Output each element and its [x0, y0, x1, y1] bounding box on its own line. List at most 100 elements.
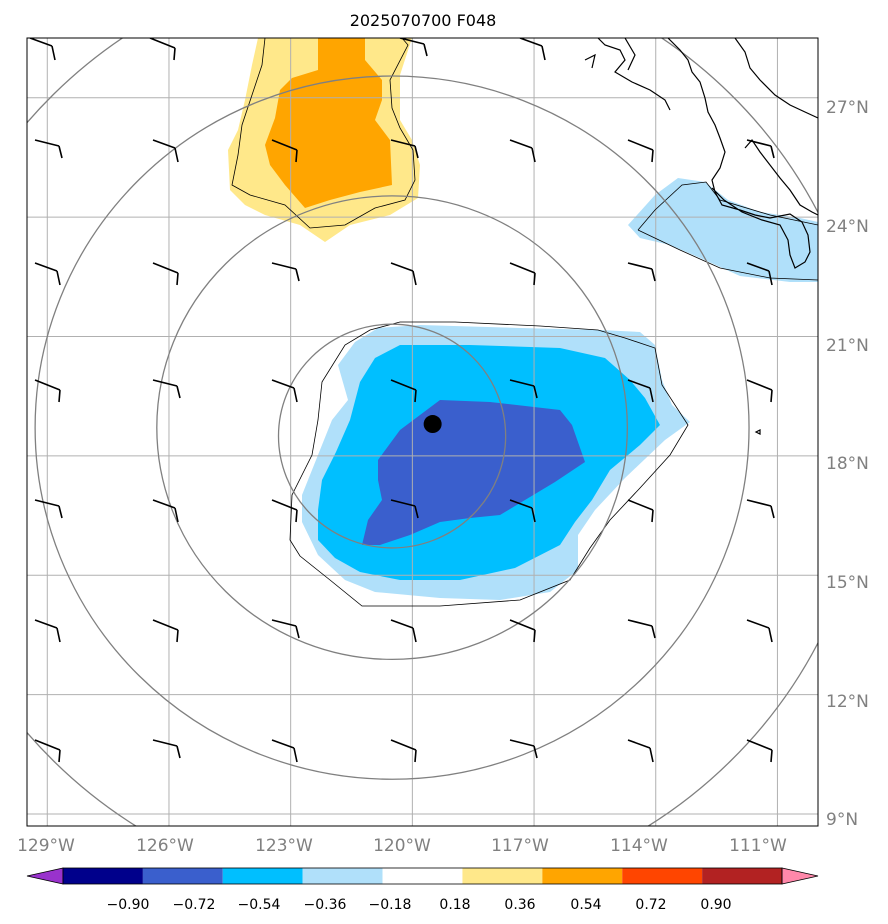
wind-barb	[509, 739, 538, 759]
colorbar-segment	[63, 868, 143, 884]
colorbar-label: −0.54	[238, 897, 281, 913]
colorbar-label: 0.36	[504, 897, 535, 913]
wind-barb	[271, 739, 298, 763]
mainland-mexico-coast	[734, 38, 818, 216]
contour-line-north	[231, 38, 416, 229]
wind-barb	[271, 139, 298, 163]
wind-barb	[390, 739, 417, 763]
colorbar	[26, 867, 819, 885]
wind-barb	[746, 739, 773, 763]
lat-label-12: 12°N	[826, 692, 869, 712]
wind-barb	[271, 379, 298, 403]
lat-label-9: 9°N	[826, 810, 858, 830]
range-ring	[277, 323, 507, 549]
wind-barb	[152, 619, 179, 643]
wind-barb	[390, 139, 419, 159]
positive-anomaly-shading	[228, 38, 420, 242]
lat-label-24: 24°N	[826, 217, 869, 237]
colorbar-segment	[702, 868, 782, 884]
lon-label-123w: 123°W	[255, 836, 313, 856]
figure-title: 2025070700 F048	[350, 11, 497, 30]
latitude-labels: 27°N 24°N 21°N 18°N 15°N 12°N 9°N	[826, 98, 869, 830]
colorbar-segment	[142, 868, 223, 884]
wind-barb	[271, 262, 300, 282]
wind-barb	[509, 619, 536, 643]
coastal-edge-a	[624, 38, 636, 71]
map-plot-area	[27, 38, 818, 826]
wind-barbs	[29, 38, 775, 763]
wind-barb	[746, 139, 775, 159]
wind-barb	[746, 379, 773, 403]
lon-label-117w: 117°W	[491, 836, 549, 856]
wind-barb	[34, 619, 61, 643]
wind-barb	[152, 499, 179, 523]
wind-barb	[627, 739, 654, 763]
colorbar-segment	[302, 868, 383, 884]
lon-label-129w: 129°W	[17, 836, 75, 856]
wind-barb	[627, 379, 654, 403]
lat-label-21: 21°N	[826, 336, 869, 356]
negative-anomaly-shading	[302, 325, 690, 600]
storm-center-marker	[423, 415, 442, 434]
lat-label-27: 27°N	[826, 98, 869, 118]
small-island	[754, 429, 761, 435]
colorbar-segment	[542, 868, 623, 884]
northern-coast	[584, 38, 671, 111]
wind-barb	[152, 262, 179, 286]
colorbar-label: −0.72	[173, 897, 216, 913]
wind-barb	[509, 379, 538, 399]
wind-barb	[399, 38, 428, 57]
wind-barb	[152, 139, 179, 163]
wind-barb	[271, 499, 298, 523]
range-ring	[156, 195, 628, 661]
colorbar-frame	[62, 867, 783, 885]
wind-barb	[509, 499, 536, 523]
colorbar-segment	[382, 868, 463, 884]
lon-label-114w: 114°W	[610, 836, 668, 856]
wind-barb	[149, 38, 176, 61]
colorbar-segment	[462, 868, 543, 884]
colorbar-labels: −0.90 −0.72 −0.54 −0.36 −0.18 0.18 0.36 …	[107, 897, 732, 913]
wind-barb	[34, 739, 61, 763]
wind-barb	[34, 499, 63, 519]
range-rings	[27, 38, 818, 826]
colorbar-label: 0.54	[570, 897, 601, 913]
wind-barb	[509, 139, 536, 163]
colorbar-label: 0.90	[700, 897, 731, 913]
wind-barb	[390, 379, 417, 403]
wind-barb	[627, 619, 656, 639]
colorbar-label: −0.36	[304, 897, 347, 913]
colorbar-label: −0.90	[107, 897, 150, 913]
wind-barb	[509, 262, 536, 286]
wind-barb	[152, 379, 181, 399]
coastal-blue-patch	[628, 178, 818, 282]
colorbar-label: −0.18	[369, 897, 412, 913]
wind-barb	[34, 262, 61, 286]
colorbar-segment	[622, 868, 703, 884]
wind-barb	[390, 619, 417, 643]
wind-barb	[390, 499, 419, 519]
lon-label-120w: 120°W	[373, 836, 431, 856]
wind-barb	[29, 38, 56, 61]
wind-barb	[390, 262, 417, 286]
contour-line-south	[289, 321, 689, 607]
wind-barb	[627, 139, 654, 163]
longitude-labels: 129°W 126°W 123°W 120°W 117°W 114°W 111°…	[17, 836, 787, 856]
lon-label-126w: 126°W	[136, 836, 194, 856]
wind-barb	[627, 262, 656, 282]
contour-line-gulf	[637, 181, 818, 281]
dark-blue-core	[362, 400, 585, 545]
wind-barb	[271, 619, 300, 639]
wind-barb	[627, 499, 654, 523]
range-ring	[34, 75, 750, 780]
lat-label-18: 18°N	[826, 454, 869, 474]
wind-barb	[152, 739, 181, 759]
baja-california-coast	[667, 38, 811, 269]
colorbar-segment	[222, 868, 303, 884]
coastline	[584, 38, 818, 435]
colorbar-label: 0.72	[635, 897, 666, 913]
lat-label-15: 15°N	[826, 573, 869, 593]
wind-barb	[746, 499, 775, 519]
orange-band	[265, 38, 392, 208]
